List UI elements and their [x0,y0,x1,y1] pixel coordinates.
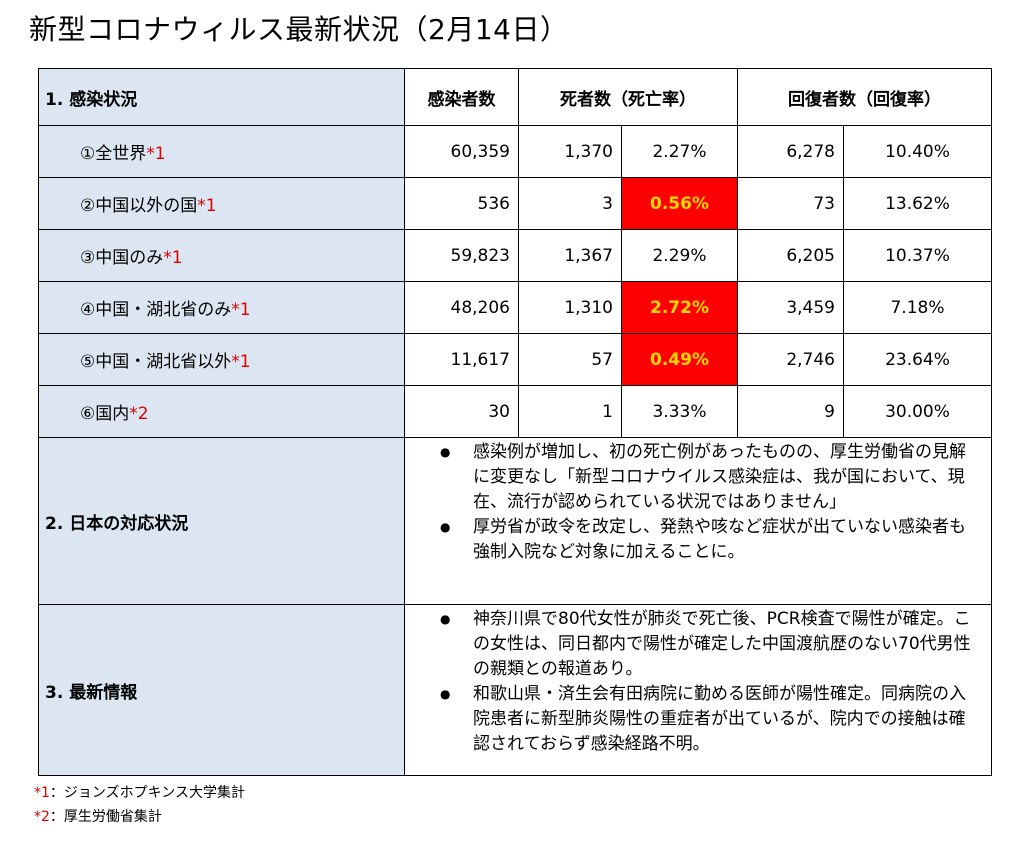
deaths-cell: 1,367 [518,229,622,282]
recovery-rate-cell: 23.64% [843,333,992,386]
death-rate-cell-highlighted: 0.49% [621,333,738,386]
row-label: ⑥国内*2 [38,385,405,438]
table-row: ③中国のみ*1 59,823 1,367 2.29% 6,205 10.37% [38,229,992,282]
death-rate-cell: 2.27% [621,125,738,178]
table-row: ②中国以外の国*1 536 3 0.56% 73 13.62% [38,177,992,230]
footnote-2: *2：厚生労働省集計 [34,809,162,825]
footnote-mark: *1 [146,144,166,164]
table-row: ⑥国内*2 30 1 3.33% 9 30.00% [38,385,992,438]
deaths-cell: 1,370 [518,125,622,178]
recovered-cell: 6,278 [737,125,844,178]
row-label: ④中国・湖北省のみ*1 [38,281,405,334]
infected-cell: 536 [404,177,519,230]
section2-row: 2. 日本の対応状況 感染例が増加し、初の死亡例があったものの、厚生労働省の見解… [38,437,992,605]
bullet-item: 和歌山県・済生会有田病院に勤める医師が陽性確定。同病院の入院患者に新型肺炎陽性の… [440,682,981,757]
bullet-item: 感染例が増加し、初の死亡例があったものの、厚生労働省の見解に変更なし「新型コロナ… [440,440,981,515]
section1-header: 1. 感染状況 [38,68,405,126]
status-table: 1. 感染状況 感染者数 死者数（死亡率） 回復者数（回復率） ①全世界*1 6… [38,68,992,776]
recovery-rate-cell: 10.40% [843,125,992,178]
table-row: ⑤中国・湖北省以外*1 11,617 57 0.49% 2,746 23.64% [38,333,992,386]
section3-label: 3. 最新情報 [38,604,405,776]
infected-cell: 60,359 [404,125,519,178]
table-row: ④中国・湖北省のみ*1 48,206 1,310 2.72% 3,459 7.1… [38,281,992,334]
row-label: ⑤中国・湖北省以外*1 [38,333,405,386]
recovered-cell: 2,746 [737,333,844,386]
recovery-rate-cell: 13.62% [843,177,992,230]
footnote-mark: *1 [231,300,251,320]
row-label: ①全世界*1 [38,125,405,178]
bullet-item: 神奈川県で80代女性が肺炎で死亡後、PCR検査で陽性が確定。この女性は、同日都内… [440,607,981,682]
infected-cell: 11,617 [404,333,519,386]
recovery-rate-cell: 30.00% [843,385,992,438]
recovery-rate-cell: 10.37% [843,229,992,282]
bullet-item: 厚労省が政令を改定し、発熱や咳など症状が出ていない感染者も強制入院など対象に加え… [440,515,981,565]
death-rate-cell: 3.33% [621,385,738,438]
recovery-rate-cell: 7.18% [843,281,992,334]
recovered-cell: 9 [737,385,844,438]
death-rate-cell: 2.29% [621,229,738,282]
infected-cell: 48,206 [404,281,519,334]
deaths-cell: 1 [518,385,622,438]
section2-notes: 感染例が増加し、初の死亡例があったものの、厚生労働省の見解に変更なし「新型コロナ… [404,437,992,605]
footnote-mark: *1 [231,352,251,372]
footnote-mark: *2 [34,809,50,825]
table-header-row: 1. 感染状況 感染者数 死者数（死亡率） 回復者数（回復率） [38,68,992,126]
footnote-mark: *2 [129,404,149,424]
section3-bullet-list: 神奈川県で80代女性が肺炎で死亡後、PCR検査で陽性が確定。この女性は、同日都内… [405,607,981,757]
section3-row: 3. 最新情報 神奈川県で80代女性が肺炎で死亡後、PCR検査で陽性が確定。この… [38,604,992,776]
death-rate-cell-highlighted: 0.56% [621,177,738,230]
deaths-cell: 1,310 [518,281,622,334]
infected-header: 感染者数 [404,68,519,126]
footnote-1: *1：ジョンズホプキンス大学集計 [34,785,245,801]
infected-cell: 59,823 [404,229,519,282]
row-label: ②中国以外の国*1 [38,177,405,230]
footnote-mark: *1 [197,196,217,216]
recovered-cell: 3,459 [737,281,844,334]
footnote-mark: *1 [163,248,183,268]
infected-cell: 30 [404,385,519,438]
recovered-cell: 73 [737,177,844,230]
section2-bullet-list: 感染例が増加し、初の死亡例があったものの、厚生労働省の見解に変更なし「新型コロナ… [405,440,981,565]
footnote-mark: *1 [34,785,50,801]
page-title: 新型コロナウィルス最新状況（2月14日） [29,13,569,46]
section3-notes: 神奈川県で80代女性が肺炎で死亡後、PCR検査で陽性が確定。この女性は、同日都内… [404,604,992,776]
recovered-header: 回復者数（回復率） [737,68,992,126]
table-row: ①全世界*1 60,359 1,370 2.27% 6,278 10.40% [38,125,992,178]
deaths-cell: 3 [518,177,622,230]
section2-label: 2. 日本の対応状況 [38,437,405,605]
deaths-header: 死者数（死亡率） [518,68,738,126]
recovered-cell: 6,205 [737,229,844,282]
death-rate-cell-highlighted: 2.72% [621,281,738,334]
deaths-cell: 57 [518,333,622,386]
row-label: ③中国のみ*1 [38,229,405,282]
